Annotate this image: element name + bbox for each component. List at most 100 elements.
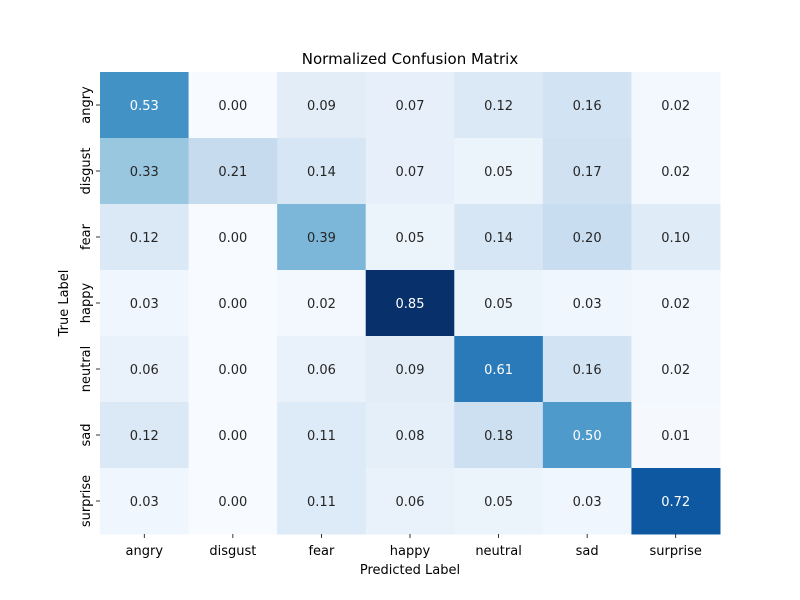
y-tick-labels: angry disgust fear happy neutral sad surprise [79, 86, 100, 527]
y-axis-label: True Label [57, 270, 72, 338]
cell-value-label: 0.12 [130, 231, 159, 246]
heatmap-cell [542, 402, 632, 469]
cell-value-label: 0.06 [307, 363, 336, 378]
heatmap-cell [188, 336, 278, 403]
heatmap-cell [454, 204, 544, 271]
heatmap-cell [542, 336, 632, 403]
cell-value-label: 0.06 [396, 495, 425, 510]
cell-value-label: 0.00 [218, 429, 247, 444]
y-tick-label: fear [79, 223, 94, 250]
heatmap-cell [188, 138, 278, 205]
x-axis-label: Predicted Label [360, 563, 460, 578]
heatmap-cell [365, 336, 455, 403]
heatmap-cell [542, 72, 632, 139]
y-tick-label: neutral [79, 346, 94, 393]
cell-value-label: 0.50 [573, 429, 602, 444]
heatmap-cell [454, 138, 544, 205]
x-tick-labels: angry disgust fear happy neutral sad surprise [126, 534, 702, 559]
y-tick-label: surprise [79, 475, 94, 527]
cell-value-label: 0.09 [396, 363, 425, 378]
heatmap-cell [454, 270, 544, 337]
heatmap-cell [277, 468, 367, 535]
heatmap-cell [631, 336, 721, 403]
cell-value-label: 0.08 [396, 429, 425, 444]
cell-value-label: 0.09 [307, 99, 336, 114]
heatmap-cell [631, 468, 721, 535]
heatmap-cell [365, 402, 455, 469]
cell-value-label: 0.00 [218, 99, 247, 114]
cell-value-label: 0.03 [573, 495, 602, 510]
x-tick-label: surprise [650, 544, 702, 559]
cell-value-label: 0.10 [661, 231, 690, 246]
cell-value-label: 0.02 [661, 297, 690, 312]
x-tick-label: sad [576, 544, 599, 559]
heatmap-cell [631, 402, 721, 469]
heatmap-cell [454, 336, 544, 403]
cell-value-label: 0.18 [484, 429, 513, 444]
heatmap-cell [454, 468, 544, 535]
cell-value-label: 0.06 [130, 363, 159, 378]
cell-value-label: 0.33 [130, 165, 159, 180]
cell-value-label: 0.00 [218, 231, 247, 246]
heatmap-cell [542, 138, 632, 205]
cell-value-label: 0.02 [661, 99, 690, 114]
y-tick-label: sad [79, 424, 94, 447]
heatmap-cell [188, 402, 278, 469]
cell-value-label: 0.03 [130, 297, 159, 312]
cell-value-label: 0.01 [661, 429, 690, 444]
heatmap-cell [277, 138, 367, 205]
heatmap-cell [277, 270, 367, 337]
cell-value-label: 0.72 [661, 495, 690, 510]
heatmap-cell [365, 270, 455, 337]
heatmap-cells: 0.53 0.00 0.09 0.07 0.12 0.16 0.02 0.33 0.21 0.14… [100, 72, 721, 535]
heatmap-cell [188, 204, 278, 271]
cell-value-label: 0.02 [307, 297, 336, 312]
x-tick-label: fear [308, 544, 335, 559]
heatmap-cell [188, 270, 278, 337]
heatmap-cell [100, 204, 190, 271]
heatmap-cell [365, 468, 455, 535]
heatmap-cell [631, 204, 721, 271]
cell-value-label: 0.03 [130, 495, 159, 510]
cell-value-label: 0.16 [573, 99, 602, 114]
cell-value-label: 0.39 [307, 231, 336, 246]
cell-value-label: 0.05 [484, 297, 513, 312]
heatmap-cell [277, 336, 367, 403]
cell-value-label: 0.00 [218, 297, 247, 312]
heatmap-cell [100, 72, 190, 139]
cell-value-label: 0.07 [396, 99, 425, 114]
cell-value-label: 0.14 [484, 231, 513, 246]
cell-value-label: 0.02 [661, 363, 690, 378]
heatmap-cell [631, 270, 721, 337]
heatmap-cell [100, 402, 190, 469]
heatmap-cell [100, 336, 190, 403]
y-tick-label: happy [79, 282, 94, 323]
heatmap-cell [631, 138, 721, 205]
cell-value-label: 0.21 [218, 165, 247, 180]
cell-value-label: 0.61 [484, 363, 513, 378]
x-tick-label: angry [126, 544, 164, 559]
heatmap-cell [100, 138, 190, 205]
cell-value-label: 0.05 [484, 495, 513, 510]
cell-value-label: 0.03 [573, 297, 602, 312]
cell-value-label: 0.05 [484, 165, 513, 180]
cell-value-label: 0.11 [307, 495, 336, 510]
cell-value-label: 0.12 [484, 99, 513, 114]
heatmap-cell [365, 204, 455, 271]
heatmap-cell [100, 468, 190, 535]
y-tick-label: disgust [79, 148, 94, 195]
heatmap-cell [542, 204, 632, 271]
heatmap-cell [277, 204, 367, 271]
cell-value-label: 0.11 [307, 429, 336, 444]
heatmap-cell [365, 138, 455, 205]
heatmap-cell [188, 468, 278, 535]
heatmap-cell [188, 72, 278, 139]
x-tick-label: neutral [475, 544, 522, 559]
cell-value-label: 0.12 [130, 429, 159, 444]
cell-value-label: 0.14 [307, 165, 336, 180]
cell-value-label: 0.00 [218, 363, 247, 378]
cell-value-label: 0.53 [130, 99, 159, 114]
heatmap-cell [365, 72, 455, 139]
x-tick-label: happy [390, 544, 431, 559]
